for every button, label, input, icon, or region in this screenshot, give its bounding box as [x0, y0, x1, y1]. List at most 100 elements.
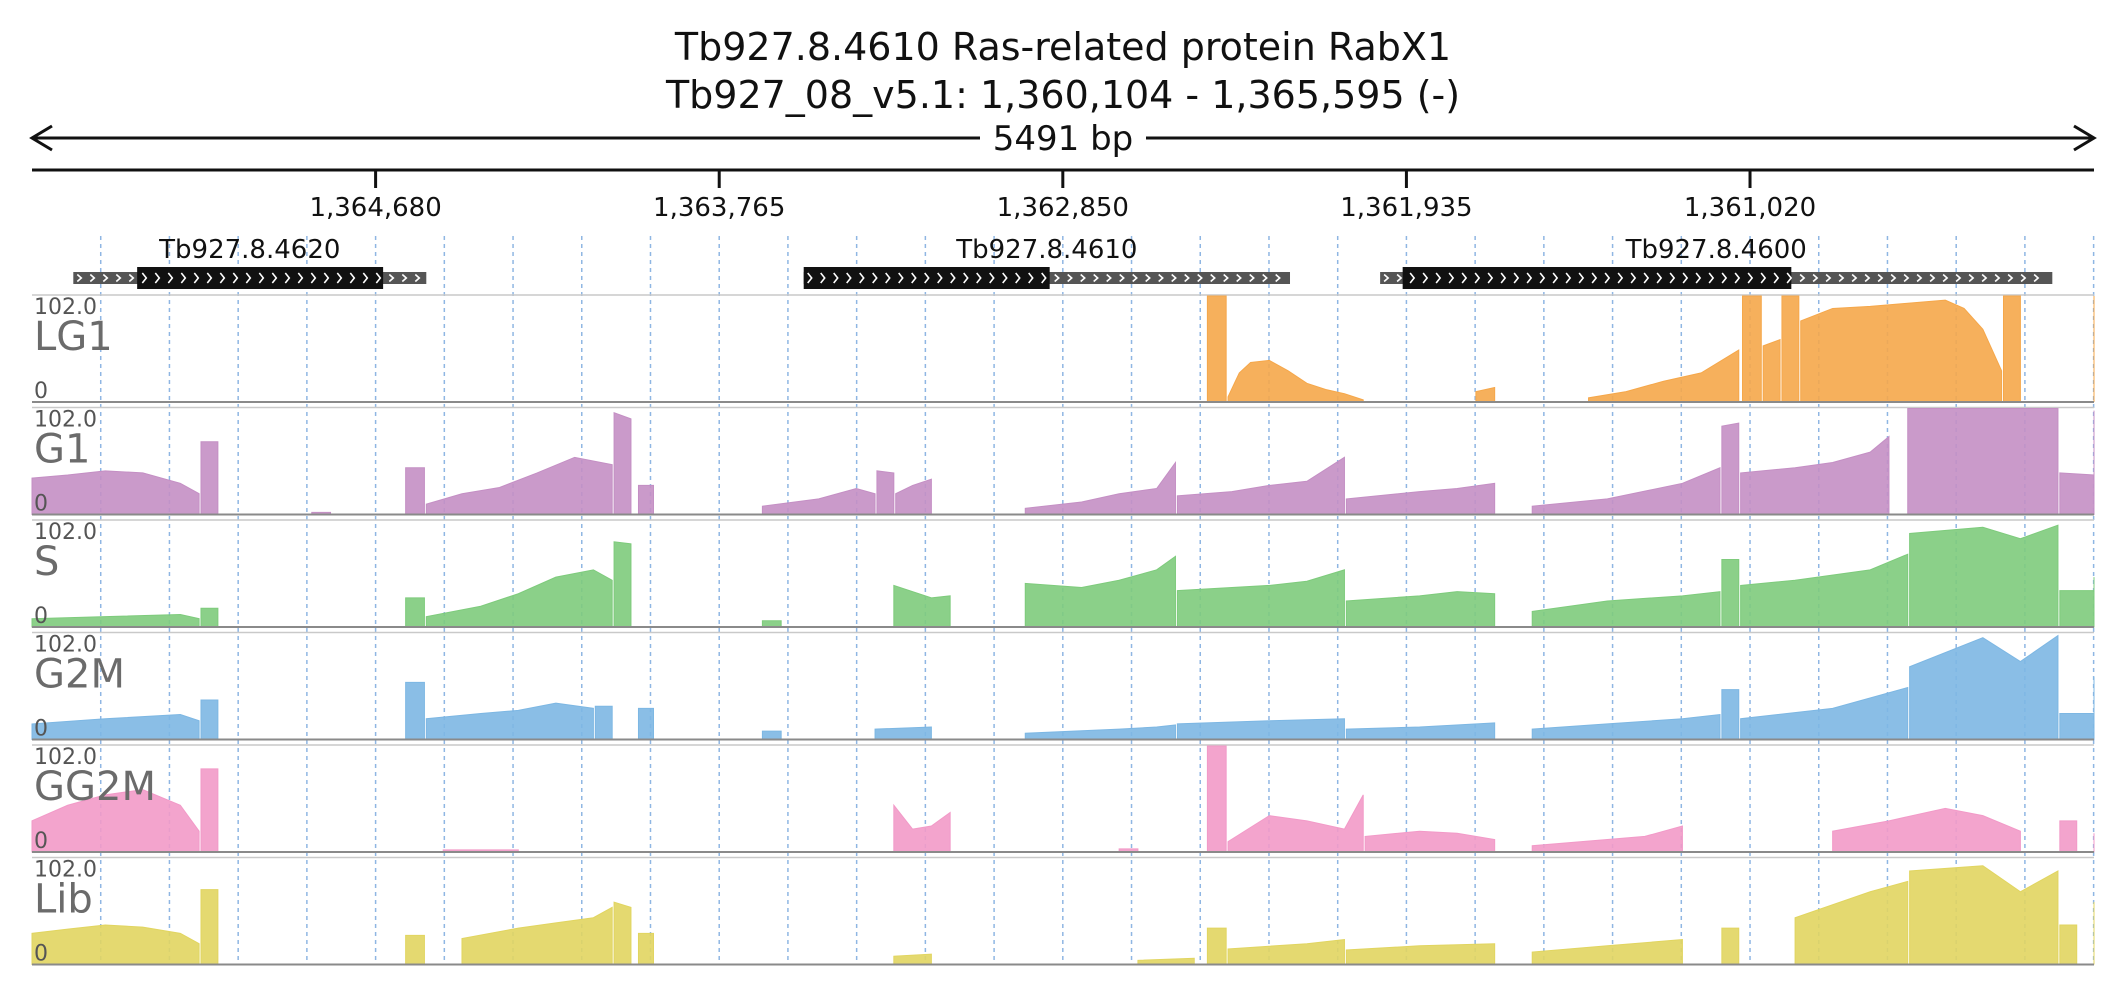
- strand-chevron-icon: [1760, 272, 1767, 284]
- strand-chevron-icon: [1682, 272, 1689, 284]
- strand-chevron-icon: [1877, 273, 1884, 283]
- coverage-area: [425, 456, 613, 515]
- strand-chevron-icon: [1119, 273, 1125, 283]
- strand-chevron-icon: [1617, 272, 1624, 284]
- strand-chevron-icon: [1864, 273, 1871, 283]
- arrow-left-icon: [29, 124, 53, 152]
- strand-chevron-icon: [128, 273, 135, 283]
- coverage-area: [637, 484, 654, 515]
- gene-Tb927.8.4620: Tb927.8.4620: [73, 235, 427, 289]
- strand-chevron-icon: [297, 272, 304, 284]
- coverage-area: [405, 681, 425, 740]
- coverage-area: [200, 699, 219, 740]
- coverage-area: [1475, 386, 1496, 403]
- coverage-area: [1024, 460, 1176, 515]
- strand-chevron-icon: [375, 272, 382, 284]
- gene-cds-bar: [803, 267, 1050, 289]
- track-name: G2M: [34, 652, 125, 698]
- strand-chevron-icon: [245, 272, 252, 284]
- strand-chevron-icon: [167, 272, 174, 284]
- strand-chevron-icon: [1825, 273, 1832, 283]
- coverage-area: [874, 726, 932, 740]
- strand-chevron-icon: [362, 272, 369, 284]
- strand-chevron-icon: [232, 272, 239, 284]
- strand-chevron-icon: [1435, 272, 1442, 284]
- coverage-area: [1800, 299, 2003, 403]
- coverage-area: [613, 901, 632, 965]
- strand-chevron-icon: [1747, 272, 1754, 284]
- coverage-area: [200, 607, 219, 628]
- track-name: LG1: [34, 314, 113, 360]
- coverage-area: [1909, 524, 2059, 628]
- strand-chevron-icon: [1041, 272, 1047, 284]
- strand-chevron-icon: [2020, 273, 2027, 283]
- gene-annotation-track: Tb927.8.4620 Tb927.8.4610 Tb927.8.4600: [73, 235, 2053, 289]
- axis-tick-label: 1,364,680: [309, 193, 441, 223]
- strand-chevron-icon: [1539, 272, 1546, 284]
- gene-Tb927.8.4610: Tb927.8.4610: [803, 235, 1291, 289]
- strand-chevron-icon: [1500, 272, 1507, 284]
- strand-chevron-icon: [1851, 273, 1858, 283]
- coverage-area: [876, 470, 895, 515]
- track-name: S: [34, 539, 59, 585]
- coverage-area: [1588, 349, 1740, 403]
- strand-chevron-icon: [1474, 272, 1481, 284]
- track-name: GG2M: [34, 764, 156, 810]
- coverage-area: [1531, 714, 1721, 740]
- strand-chevron-icon: [1643, 272, 1650, 284]
- coverage-area: [1176, 456, 1345, 515]
- strand-chevron-icon: [1890, 273, 1897, 283]
- track-scale-max: 102.0: [34, 633, 97, 658]
- strand-chevron-icon: [1028, 272, 1034, 284]
- track-name: G1: [34, 427, 90, 473]
- strand-chevron-icon: [349, 272, 356, 284]
- coverage-area: [893, 803, 951, 853]
- coverage-area: [405, 934, 425, 965]
- strand-chevron-icon: [1994, 273, 2001, 283]
- strand-chevron-icon: [1002, 272, 1008, 284]
- gene-label: Tb927.8.4600: [1625, 235, 1807, 265]
- strand-chevron-icon: [859, 272, 865, 284]
- strand-chevron-icon: [180, 272, 187, 284]
- strand-chevron-icon: [1249, 273, 1255, 283]
- coverage-area: [31, 614, 200, 628]
- coverage-area: [1721, 689, 1740, 740]
- strand-chevron-icon: [1223, 273, 1229, 283]
- strand-chevron-icon: [1981, 273, 1988, 283]
- coverage-area: [637, 932, 654, 965]
- span-arrow: 5491 bp: [29, 119, 2097, 159]
- strand-chevron-icon: [258, 272, 265, 284]
- strand-chevron-icon: [1955, 273, 1962, 283]
- strand-chevron-icon: [1630, 272, 1637, 284]
- gene-label: Tb927.8.4610: [955, 235, 1137, 265]
- strand-chevron-icon: [323, 272, 330, 284]
- strand-chevron-icon: [76, 273, 83, 283]
- coverage-area: [2059, 590, 2095, 628]
- gene-cds-bar: [137, 267, 384, 289]
- strand-chevron-icon: [1197, 273, 1203, 283]
- strand-chevron-icon: [1695, 272, 1702, 284]
- coverage-area: [2059, 713, 2095, 740]
- strand-chevron-icon: [1929, 273, 1936, 283]
- strand-chevron-icon: [1461, 272, 1468, 284]
- coverage-area: [1227, 359, 1364, 403]
- strand-chevron-icon: [911, 272, 917, 284]
- axis-tick-label: 1,361,935: [1340, 193, 1472, 223]
- coverage-area: [1531, 466, 1721, 515]
- axis-tick-label: 1,363,765: [653, 193, 785, 223]
- strand-chevron-icon: [1708, 272, 1715, 284]
- track-scale-max: 102.0: [34, 408, 97, 433]
- strand-chevron-icon: [1916, 273, 1923, 283]
- axis-tick-label: 1,362,850: [997, 193, 1129, 223]
- coverage-area: [1206, 927, 1227, 965]
- coverage-area: [31, 470, 200, 515]
- track-scale-min: 0: [34, 829, 48, 854]
- strand-chevron-icon: [1067, 273, 1073, 283]
- strand-chevron-icon: [937, 272, 943, 284]
- strand-chevron-icon: [1604, 272, 1611, 284]
- coverage-area: [200, 889, 219, 965]
- strand-chevron-icon: [284, 272, 291, 284]
- strand-chevron-icon: [1526, 272, 1533, 284]
